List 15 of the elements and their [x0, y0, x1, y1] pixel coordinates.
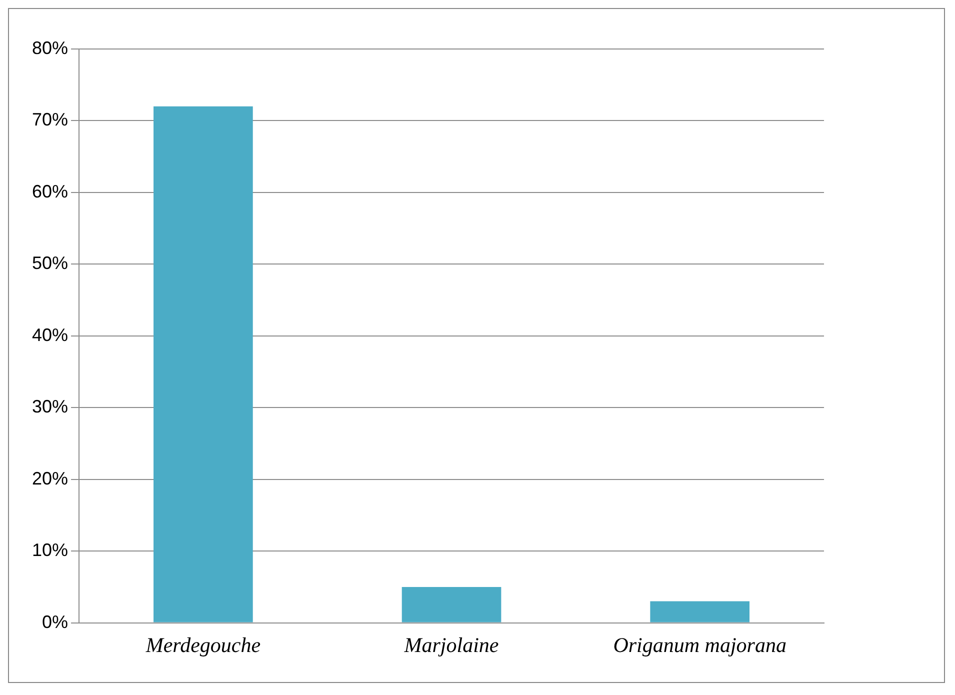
y-tick-label: 30%: [32, 396, 68, 417]
x-tick-label: Marjolaine: [403, 632, 499, 657]
y-tick-label: 50%: [32, 253, 68, 274]
y-tick-label: 80%: [32, 38, 68, 58]
y-tick-label: 10%: [32, 540, 68, 560]
y-tick-label: 20%: [32, 468, 68, 488]
x-tick-label: Origanum majorana: [613, 632, 786, 657]
y-tick-label: 0%: [42, 612, 68, 632]
bar: [650, 601, 750, 622]
bar: [154, 106, 253, 622]
y-tick-label: 70%: [32, 110, 68, 130]
y-tick-label: 60%: [32, 181, 68, 202]
x-tick-label: Merdegouche: [144, 632, 261, 657]
bar: [402, 586, 502, 622]
y-tick-label: 40%: [32, 324, 68, 345]
